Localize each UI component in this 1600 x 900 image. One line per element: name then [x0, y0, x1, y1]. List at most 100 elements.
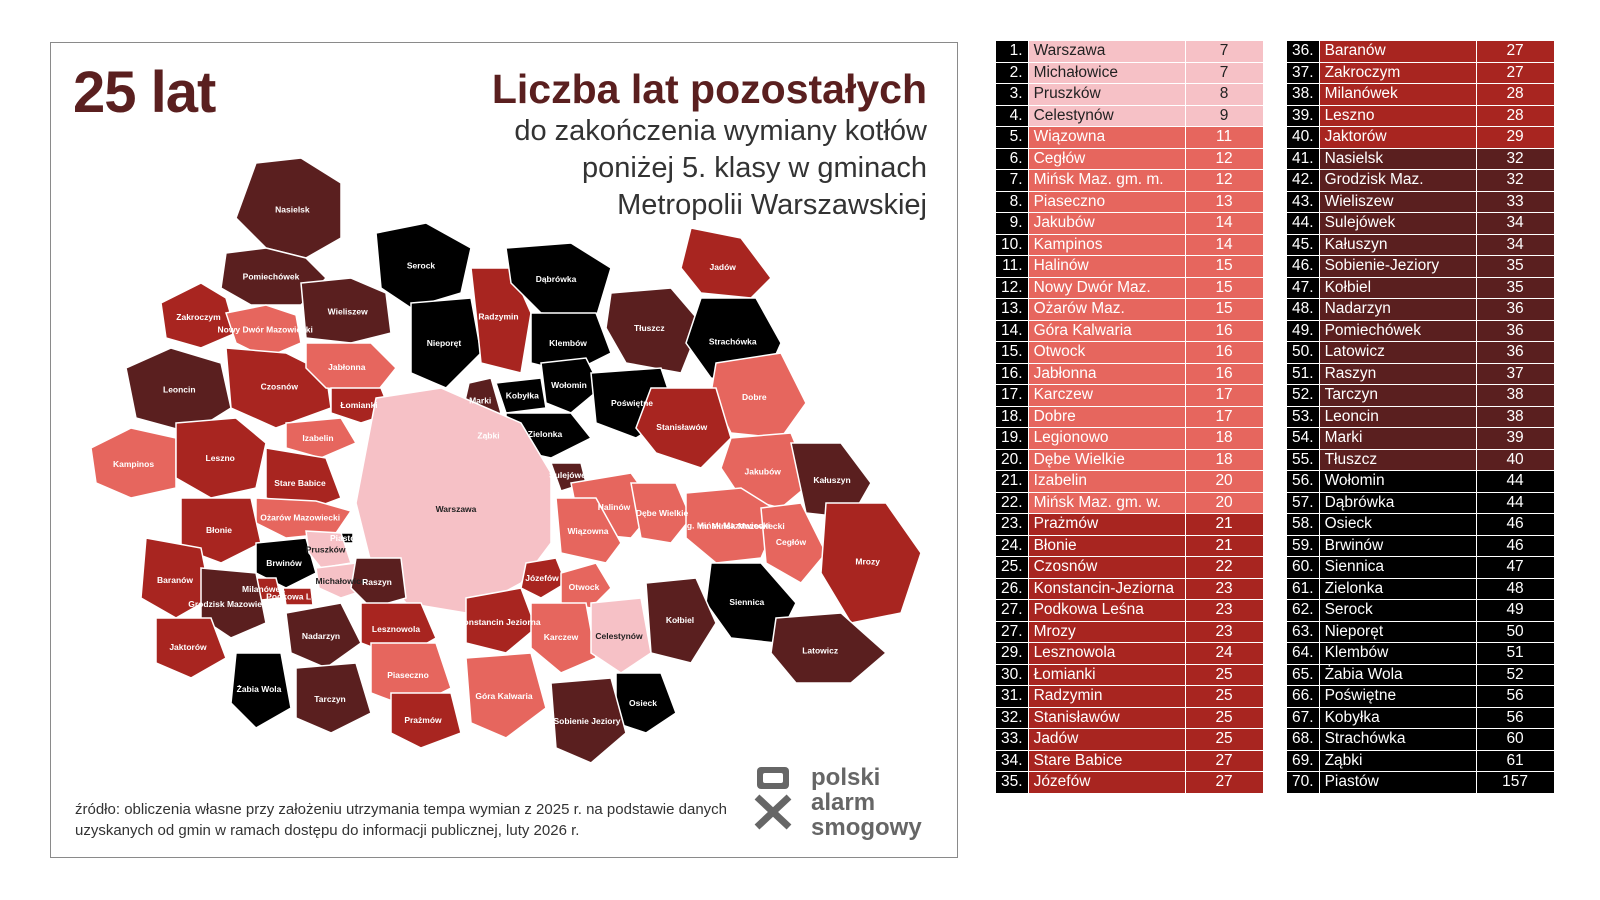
- rank-cell: 9.: [995, 212, 1029, 235]
- rank-cell: 11.: [995, 255, 1029, 278]
- ranking-row: 52. Tarczyn 38: [1286, 384, 1555, 407]
- source-note: źródło: obliczenia własne przy założeniu…: [75, 801, 728, 839]
- map-label: Podkowa Leśna: [266, 592, 331, 602]
- gmina-name-cell: Strachówka: [1318, 728, 1477, 751]
- gmina-name-cell: Nasielsk: [1318, 147, 1477, 170]
- rank-cell: 17.: [995, 384, 1029, 407]
- map-region-baranów: [140, 537, 212, 619]
- ranking-row: 43. Wieliszew 33: [1286, 190, 1555, 213]
- ranking-row: 36. Baranów 27: [1286, 40, 1555, 63]
- gmina-name-cell: Serock: [1318, 599, 1477, 622]
- gmina-name-cell: Michałowice: [1027, 61, 1186, 84]
- gmina-name-cell: Nowy Dwór Maz.: [1027, 276, 1186, 299]
- gmina-name-cell: Halinów: [1027, 255, 1186, 278]
- years-cell: 29: [1475, 126, 1555, 149]
- years-cell: 35: [1475, 276, 1555, 299]
- map-label: Kołbiel: [666, 615, 694, 625]
- map-region-nieporęt: [410, 297, 482, 389]
- years-cell: 9: [1184, 104, 1264, 127]
- ranking-row: 19. Legionowo 18: [995, 427, 1264, 450]
- rank-cell: 66.: [1286, 685, 1320, 708]
- map-label: Błonie: [206, 525, 232, 535]
- ranking-row: 29. Lesznowola 24: [995, 642, 1264, 665]
- map-label: Dąbrówka: [536, 274, 577, 284]
- years-cell: 20: [1184, 470, 1264, 493]
- ranking-row: 8. Piaseczno 13: [995, 190, 1264, 213]
- rank-cell: 46.: [1286, 255, 1320, 278]
- years-cell: 46: [1475, 513, 1555, 536]
- rank-cell: 51.: [1286, 362, 1320, 385]
- years-cell: 48: [1475, 577, 1555, 600]
- years-cell: 28: [1475, 104, 1555, 127]
- rank-cell: 15.: [995, 341, 1029, 364]
- years-cell: 21: [1184, 513, 1264, 536]
- map-label: Osieck: [629, 698, 657, 708]
- rank-cell: 13.: [995, 298, 1029, 321]
- gmina-name-cell: Siennica: [1318, 556, 1477, 579]
- logo-line-1: polski: [811, 764, 881, 791]
- ranking-row: 22. Mińsk Maz. gm. w. 20: [995, 491, 1264, 514]
- years-cell: 49: [1475, 599, 1555, 622]
- gmina-name-cell: Ożarów Maz.: [1027, 298, 1186, 321]
- years-cell: 61: [1475, 749, 1555, 772]
- years-cell: 25: [1184, 685, 1264, 708]
- gmina-name-cell: Nadarzyn: [1318, 298, 1477, 321]
- map-label: Michałowice: [316, 576, 366, 586]
- gmina-name-cell: Milanówek: [1318, 83, 1477, 106]
- map-region-dębe-wielkie: [630, 482, 692, 544]
- gmina-name-cell: Lesznowola: [1027, 642, 1186, 665]
- gmina-name-cell: Radzymin: [1027, 685, 1186, 708]
- gmina-name-cell: Łomianki: [1027, 663, 1186, 686]
- gmina-name-cell: Tłuszcz: [1318, 448, 1477, 471]
- map-label: Leszno: [206, 453, 235, 463]
- rank-cell: 35.: [995, 771, 1029, 794]
- years-cell: 60: [1475, 728, 1555, 751]
- ranking-row: 42. Grodzisk Maz. 32: [1286, 169, 1555, 192]
- ranking-row: 39. Leszno 28: [1286, 104, 1555, 127]
- rank-cell: 18.: [995, 405, 1029, 428]
- years-cell: 15: [1184, 255, 1264, 278]
- ranking-row: 49. Pomiechówek 36: [1286, 319, 1555, 342]
- ranking-row: 63. Nieporęt 50: [1286, 620, 1555, 643]
- gmina-name-cell: Kołbiel: [1318, 276, 1477, 299]
- years-cell: 13: [1184, 190, 1264, 213]
- ranking-row: 16. Jabłonna 16: [995, 362, 1264, 385]
- rank-cell: 55.: [1286, 448, 1320, 471]
- years-cell: 12: [1184, 147, 1264, 170]
- map-label: Klembów: [549, 338, 587, 348]
- ranking-row: 57. Dąbrówka 44: [1286, 491, 1555, 514]
- ranking-row: 60. Siennica 47: [1286, 556, 1555, 579]
- ranking-row: 2. Michałowice 7: [995, 61, 1264, 84]
- map-label: Izabelin: [302, 433, 333, 443]
- years-cell: 21: [1184, 534, 1264, 557]
- map-region-wiązowna: [555, 497, 622, 564]
- map-region-sobienie-jeziory: [550, 677, 627, 764]
- rank-cell: 39.: [1286, 104, 1320, 127]
- gmina-name-cell: Pomiechówek: [1318, 319, 1477, 342]
- years-cell: 23: [1184, 577, 1264, 600]
- map-label: Marki: [469, 395, 491, 405]
- map-label: Stare Babice: [274, 478, 326, 488]
- ranking-row: 7. Mińsk Maz. gm. m. 12: [995, 169, 1264, 192]
- gmina-name-cell: Nieporęt: [1318, 620, 1477, 643]
- map-region-mrozy: [820, 502, 922, 624]
- rank-cell: 24.: [995, 534, 1029, 557]
- rank-cell: 58.: [1286, 513, 1320, 536]
- rank-cell: 32.: [995, 706, 1029, 729]
- ranking-row: 24. Błonie 21: [995, 534, 1264, 557]
- map-label: Stanisławów: [656, 422, 707, 432]
- gmina-name-cell: Jakubów: [1027, 212, 1186, 235]
- map-region-wieliszew: [300, 277, 392, 344]
- years-cell: 27: [1184, 771, 1264, 794]
- rank-cell: 33.: [995, 728, 1029, 751]
- rank-cell: 67.: [1286, 706, 1320, 729]
- ranking-row: 14. Góra Kalwaria 16: [995, 319, 1264, 342]
- rank-cell: 54.: [1286, 427, 1320, 450]
- gmina-name-cell: Cegłów: [1027, 147, 1186, 170]
- map-label: m. Mińsk Mazowiecki: [699, 521, 785, 531]
- rank-cell: 45.: [1286, 233, 1320, 256]
- gmina-name-cell: Wołomin: [1318, 470, 1477, 493]
- years-cell: 33: [1475, 190, 1555, 213]
- map-label: Jaktorów: [169, 642, 207, 652]
- map-label: Góra Kalwaria: [475, 691, 532, 701]
